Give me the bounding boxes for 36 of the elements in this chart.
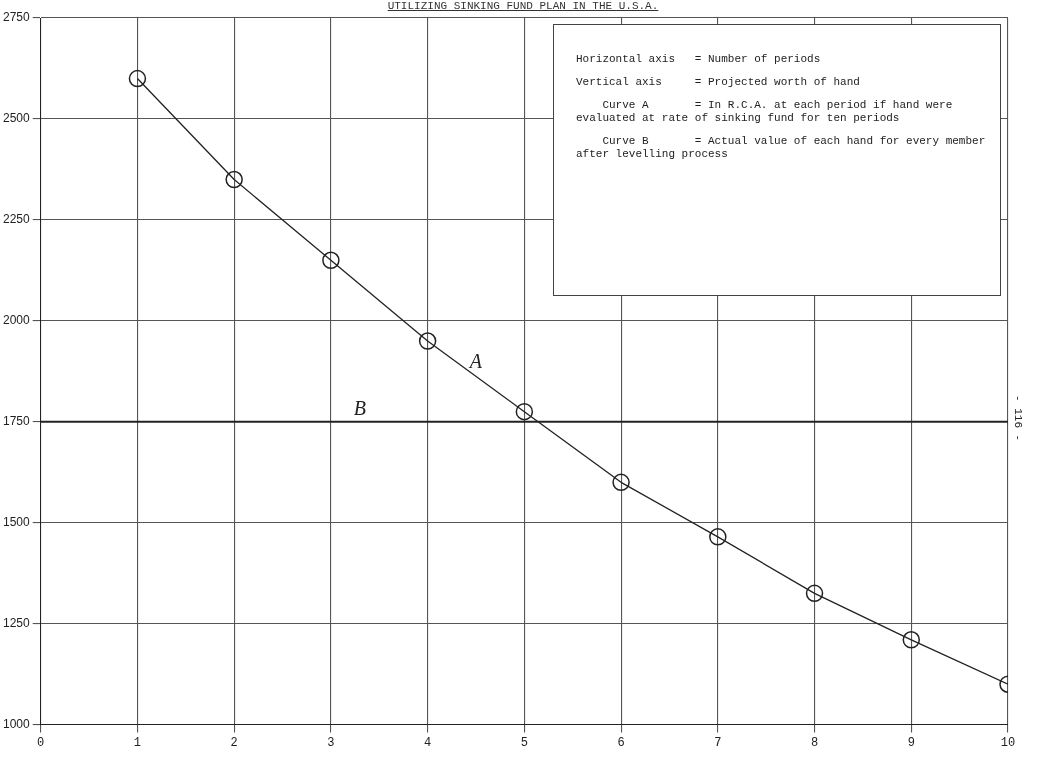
y-tick-label: 2000 [2, 313, 31, 328]
text: - 116 - [1012, 395, 1024, 442]
point [128, 69, 147, 88]
point [515, 402, 534, 421]
annotation: Horizontal axis = Number of periods [576, 53, 822, 66]
x-tick-label: 2 [230, 735, 238, 750]
x-tick-label: 5 [520, 735, 528, 750]
x-tick-label: 7 [714, 735, 722, 750]
point [612, 473, 630, 492]
y-tick-label: 1250 [2, 615, 31, 630]
ref-line-label: B [353, 397, 367, 420]
y-tick-label: 2500 [2, 111, 31, 126]
y-tick-label: 1000 [2, 716, 31, 731]
x-tick-label: 4 [424, 735, 432, 750]
x-tick-label: 0 [37, 735, 45, 750]
point [225, 170, 243, 189]
x-tick-label: 3 [327, 735, 335, 750]
x-tick-label: 9 [907, 735, 915, 750]
y-tick-label: 1500 [2, 515, 31, 530]
point [902, 631, 921, 649]
annotation: Vertical axis = Projected worth of hand [576, 76, 861, 89]
y-tick-label: 1750 [2, 414, 31, 429]
y-tick-label: 2750 [2, 10, 31, 25]
y-tick-label: 2250 [2, 212, 31, 227]
series-label: A [467, 349, 483, 372]
x-tick-label: 10 [1000, 735, 1016, 750]
point [322, 251, 340, 270]
x-tick-label: 1 [133, 735, 142, 750]
point [709, 528, 727, 546]
point [418, 332, 437, 350]
point [805, 584, 824, 603]
chart-title: UTILIZING SINKING FUND PLAN IN THE U.S.A. [386, 0, 660, 12]
x-tick-label: 6 [617, 735, 625, 750]
annotation: Curve A = In R.C.A. at each period if hand were evaluated at rate of sinking fund for ten periods [576, 99, 954, 125]
x-tick-label: 8 [810, 735, 819, 750]
annotation: Curve B = Actual value of each hand for every member after levelling process [576, 135, 987, 161]
